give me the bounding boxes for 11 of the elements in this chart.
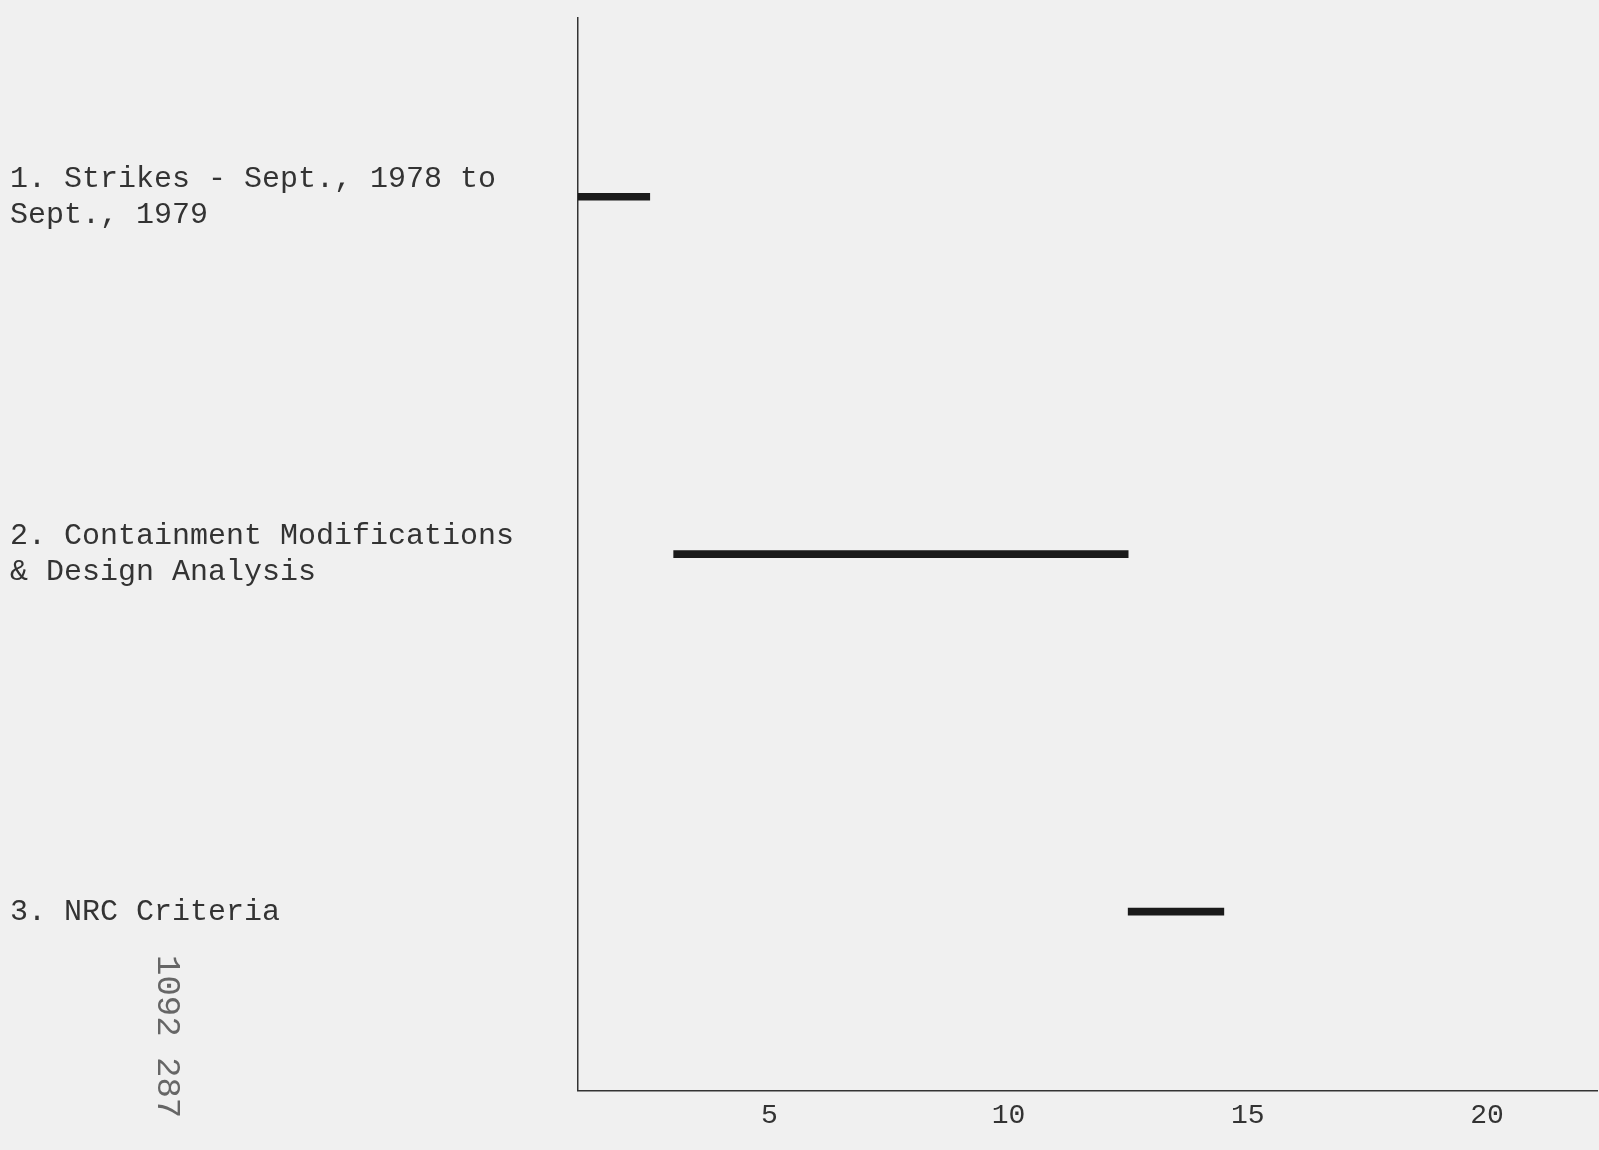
- text: 1092 287: [148, 955, 186, 1119]
- bar: [578, 192, 651, 201]
- bar: [1127, 907, 1225, 916]
- x-tick-label: 15: [1230, 1099, 1265, 1131]
- x-tick-label: 10: [991, 1099, 1026, 1131]
- y-tick-label: 3. NRC Criteria: [10, 894, 281, 929]
- y-tick-label: 2. Containment Modifications & Design Analysis: [10, 519, 515, 590]
- x-tick-label: 20: [1470, 1099, 1504, 1131]
- x-tick-label: 5: [760, 1099, 778, 1131]
- bar: [673, 550, 1129, 559]
- y-tick-label: 1. Strikes - Sept., 1978 to Sept., 1979: [10, 161, 497, 232]
